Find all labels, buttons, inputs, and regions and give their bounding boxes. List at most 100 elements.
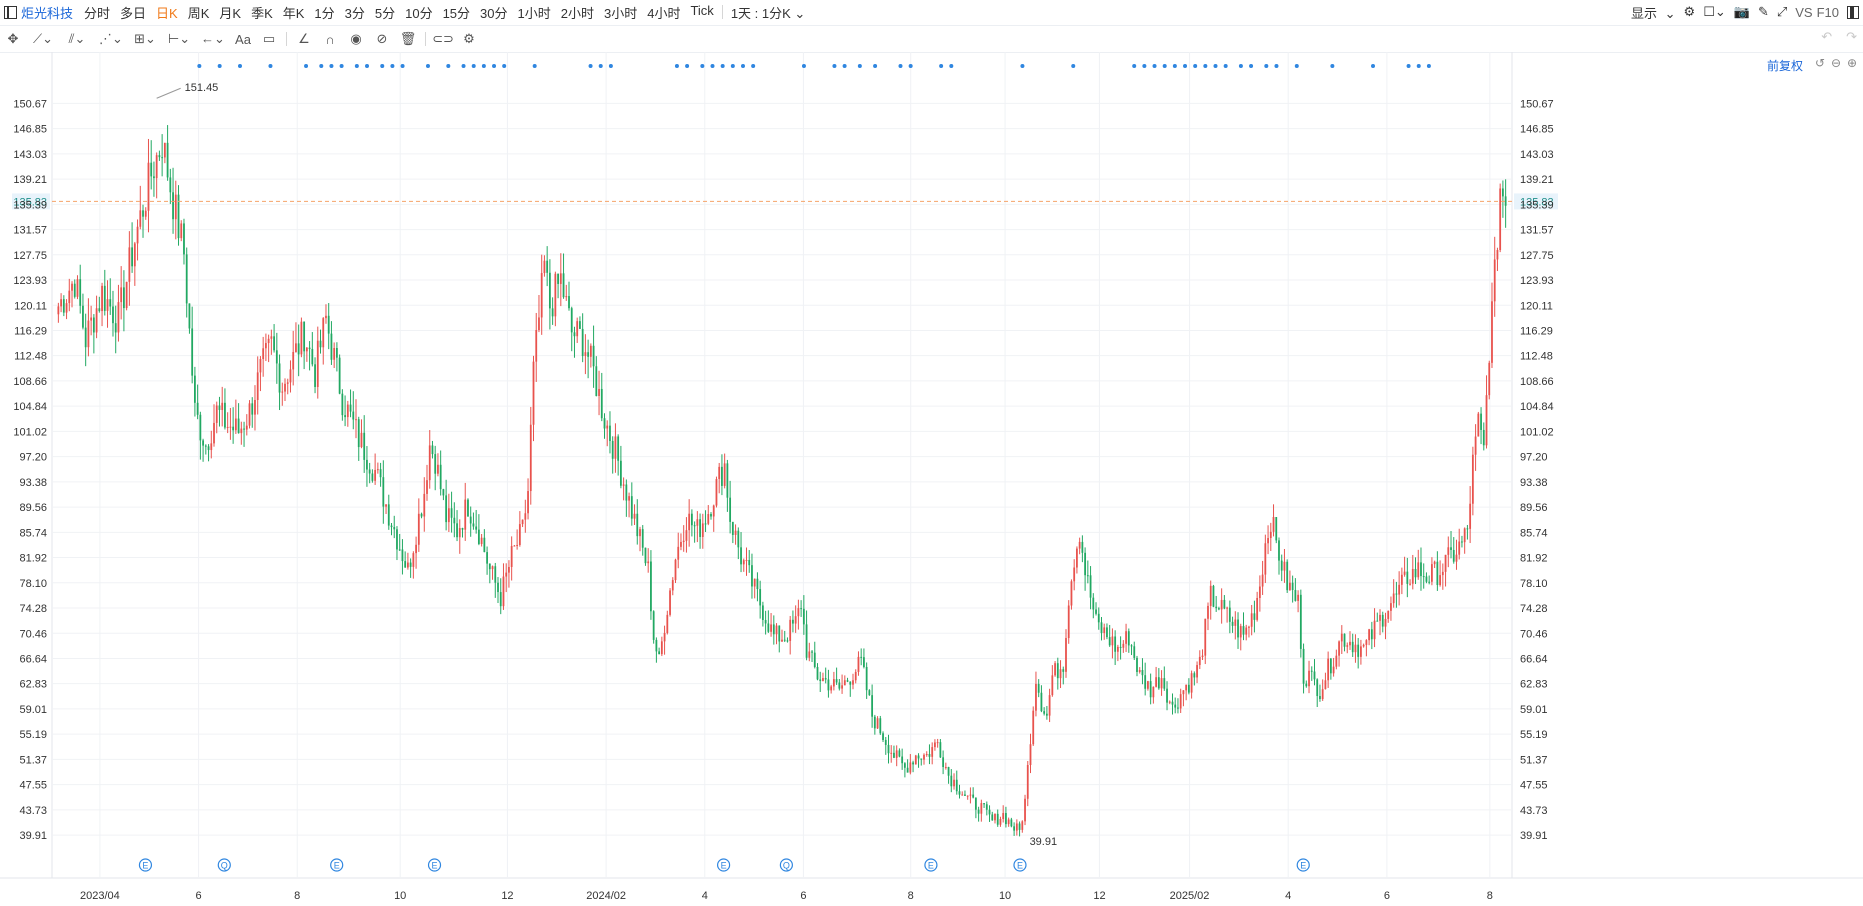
- text-tool[interactable]: Aa: [235, 31, 251, 47]
- polyline-icon[interactable]: ⋰⌄: [99, 31, 123, 46]
- candle-body: [1212, 585, 1215, 607]
- reset-icon[interactable]: ↺: [1814, 56, 1826, 70]
- period-tab[interactable]: 分时: [84, 5, 111, 21]
- eye-icon[interactable]: ◉: [350, 31, 362, 46]
- candle-body: [1349, 641, 1351, 646]
- candle-body: [1103, 627, 1106, 634]
- y-tick-label: 143.03: [1520, 149, 1554, 161]
- candle-body: [1395, 593, 1398, 595]
- zoom-in-icon[interactable]: ⊕: [1846, 56, 1858, 70]
- period-tab[interactable]: 日K: [156, 5, 178, 21]
- candle-body: [1488, 362, 1491, 396]
- candle-body: [1398, 584, 1401, 595]
- range-icon[interactable]: ⊢⌄: [167, 31, 191, 46]
- pattern-icon[interactable]: ⊞⌄: [134, 31, 156, 46]
- y-tick-label: 139.21: [13, 174, 47, 186]
- period-tab[interactable]: 3小时: [603, 5, 638, 21]
- period-tab[interactable]: 4小时: [647, 5, 681, 21]
- move-icon[interactable]: ✥: [7, 31, 19, 46]
- candle-body: [764, 619, 767, 624]
- candle-body: [147, 162, 150, 211]
- arrow-icon[interactable]: ←⌄: [201, 31, 225, 46]
- candle-body: [1444, 554, 1447, 572]
- period-tab[interactable]: 季K: [251, 5, 273, 21]
- stock-name[interactable]: 炬光科技: [21, 5, 74, 21]
- candle-body: [82, 305, 84, 328]
- fullscreen-icon[interactable]: ⤢: [1776, 4, 1788, 19]
- period-tab[interactable]: 3分: [344, 5, 365, 21]
- event-dot: [329, 64, 334, 68]
- comment-icon[interactable]: ▭: [262, 31, 276, 46]
- candle-body: [1425, 576, 1428, 582]
- candle-body: [535, 330, 538, 362]
- trash-icon[interactable]: 🗑: [399, 31, 417, 46]
- vs-button[interactable]: VS: [1795, 4, 1813, 20]
- display-button[interactable]: 显示 ⌄: [1631, 5, 1676, 21]
- period-tab[interactable]: 1分: [314, 5, 335, 21]
- period-tab[interactable]: 月K: [219, 5, 242, 21]
- panel-toggle-icon[interactable]: [4, 5, 17, 19]
- channel-icon[interactable]: ⫽⌄: [68, 31, 86, 46]
- period-tab[interactable]: 15分: [442, 5, 471, 21]
- candle-body: [789, 619, 792, 641]
- hide-icon[interactable]: ⊘: [376, 31, 388, 46]
- period-tab[interactable]: 30分: [480, 5, 508, 21]
- candle-body: [1422, 576, 1425, 578]
- period-tab[interactable]: 2小时: [560, 5, 594, 21]
- magnet-icon[interactable]: ∩: [325, 31, 335, 47]
- camera-icon[interactable]: 📷: [1733, 4, 1750, 19]
- angle-icon[interactable]: ∠: [298, 31, 310, 46]
- candle-body: [472, 523, 475, 527]
- candle-body: [232, 426, 235, 431]
- settings-icon[interactable]: ⚙: [463, 31, 475, 46]
- event-marker: [330, 858, 344, 872]
- candle-body: [1007, 819, 1010, 825]
- undo-icon[interactable]: ↶: [1821, 29, 1833, 44]
- period-tab[interactable]: 多日: [120, 5, 147, 21]
- candle-body: [895, 750, 898, 758]
- candle-body: [928, 754, 931, 757]
- event-dot: [1223, 64, 1228, 68]
- y-tick-label: 62.83: [1520, 679, 1548, 691]
- interval-select[interactable]: 1天 : 1分K ⌄: [726, 3, 811, 22]
- candle-body: [909, 762, 912, 773]
- f10-button[interactable]: F10: [1816, 4, 1839, 20]
- candle-body: [972, 794, 975, 798]
- zoom-out-icon[interactable]: ⊖: [1830, 56, 1842, 70]
- candle-body: [174, 194, 177, 220]
- layout-icon[interactable]: ☐⌄: [1703, 4, 1726, 19]
- period-tab[interactable]: 周K: [187, 5, 210, 21]
- candle-body: [1365, 640, 1368, 645]
- redo-icon[interactable]: ↷: [1846, 29, 1857, 44]
- period-tab[interactable]: 年K: [282, 5, 305, 21]
- chevron-down-icon: ⌄: [794, 5, 806, 21]
- link-icon[interactable]: ⊂⊃: [432, 31, 454, 46]
- candle-body: [737, 530, 740, 548]
- candle-body: [76, 279, 79, 297]
- candle-body: [437, 464, 439, 474]
- sidebar-toggle-icon[interactable]: [1847, 5, 1859, 19]
- candle-body: [1471, 454, 1474, 504]
- settings-icon[interactable]: ⚙: [1683, 4, 1696, 19]
- event-dot: [832, 64, 837, 68]
- candle-body: [65, 303, 68, 313]
- candle-body: [1357, 644, 1360, 657]
- candle-body: [194, 375, 196, 403]
- candle-body: [1106, 627, 1108, 638]
- period-tab[interactable]: Tick: [690, 2, 714, 18]
- candle-body: [562, 273, 565, 298]
- adjust-mode-button[interactable]: 前复权: [1766, 59, 1803, 73]
- event-dot: [400, 64, 405, 68]
- line-icon[interactable]: ⟋⌄: [33, 31, 53, 46]
- candle-body: [1321, 689, 1324, 700]
- event-dot: [1371, 64, 1376, 68]
- period-tab[interactable]: 1小时: [517, 5, 551, 21]
- candle-body: [671, 580, 674, 591]
- event-dot: [801, 64, 806, 68]
- period-tab[interactable]: 5分: [374, 5, 396, 21]
- pencil-icon[interactable]: ✎: [1757, 4, 1769, 19]
- candle-body: [341, 393, 344, 416]
- period-tab[interactable]: 10分: [405, 5, 433, 21]
- candle-body: [1035, 683, 1037, 711]
